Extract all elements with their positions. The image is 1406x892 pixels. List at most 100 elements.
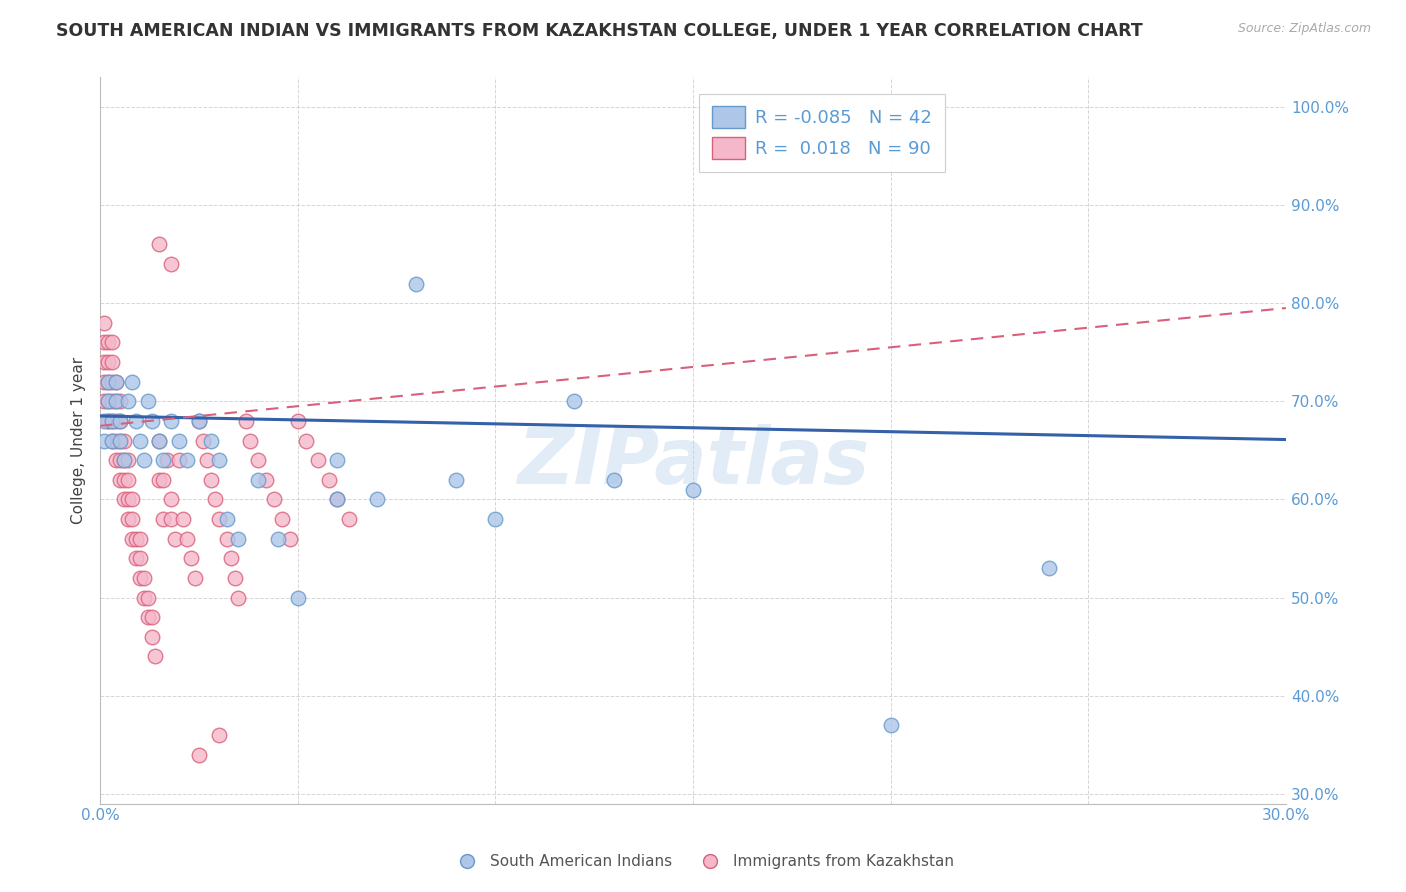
Point: [337, 512, 360, 526]
Point: [152, 453, 174, 467]
Point: [121, 512, 143, 526]
Point: [128, 532, 150, 546]
Point: [141, 414, 163, 428]
Point: [125, 551, 148, 566]
Point: [156, 453, 179, 467]
Legend: South American Indians, Immigrants from Kazakhstan: South American Indians, Immigrants from …: [446, 848, 960, 875]
Point: [132, 591, 155, 605]
Point: [93, 434, 115, 448]
Point: [287, 414, 309, 428]
Point: [121, 375, 143, 389]
Point: [108, 473, 131, 487]
Point: [318, 473, 340, 487]
Point: [128, 434, 150, 448]
Point: [108, 414, 131, 428]
Point: [97, 394, 120, 409]
Point: [128, 551, 150, 566]
Point: [160, 492, 183, 507]
Point: [208, 453, 231, 467]
Point: [326, 453, 349, 467]
Point: [152, 473, 174, 487]
Point: [108, 434, 131, 448]
Point: [219, 551, 242, 566]
Point: [200, 473, 222, 487]
Point: [117, 512, 139, 526]
Point: [117, 453, 139, 467]
Point: [101, 375, 124, 389]
Point: [247, 473, 270, 487]
Point: [294, 434, 316, 448]
Point: [235, 414, 257, 428]
Point: [176, 532, 198, 546]
Legend: R = -0.085   N = 42, R =  0.018   N = 90: R = -0.085 N = 42, R = 0.018 N = 90: [699, 94, 945, 172]
Point: [167, 453, 190, 467]
Point: [160, 257, 183, 271]
Point: [97, 355, 120, 369]
Text: SOUTH AMERICAN INDIAN VS IMMIGRANTS FROM KAZAKHSTAN COLLEGE, UNDER 1 YEAR CORREL: SOUTH AMERICAN INDIAN VS IMMIGRANTS FROM…: [56, 22, 1143, 40]
Point: [141, 630, 163, 644]
Point: [97, 335, 120, 350]
Point: [101, 434, 124, 448]
Point: [132, 453, 155, 467]
Point: [104, 434, 127, 448]
Point: [278, 532, 301, 546]
Point: [307, 453, 329, 467]
Point: [228, 591, 250, 605]
Point: [208, 512, 231, 526]
Point: [247, 453, 270, 467]
Point: [366, 492, 388, 507]
Point: [148, 434, 170, 448]
Point: [101, 355, 124, 369]
Point: [132, 571, 155, 585]
Point: [108, 453, 131, 467]
Point: [148, 237, 170, 252]
Point: [263, 492, 285, 507]
Point: [97, 414, 120, 428]
Point: [112, 473, 135, 487]
Point: [326, 492, 349, 507]
Text: ZIPatlas: ZIPatlas: [517, 425, 869, 500]
Point: [180, 551, 202, 566]
Point: [239, 434, 262, 448]
Point: [125, 414, 148, 428]
Point: [101, 434, 124, 448]
Point: [191, 434, 214, 448]
Point: [208, 728, 231, 742]
Point: [405, 277, 427, 291]
Point: [564, 394, 586, 409]
Point: [267, 532, 290, 546]
Point: [228, 532, 250, 546]
Point: [484, 512, 506, 526]
Point: [603, 473, 626, 487]
Point: [148, 473, 170, 487]
Point: [104, 414, 127, 428]
Point: [104, 394, 127, 409]
Point: [204, 492, 226, 507]
Point: [152, 512, 174, 526]
Point: [101, 414, 124, 428]
Point: [187, 414, 209, 428]
Point: [195, 453, 218, 467]
Point: [136, 591, 159, 605]
Point: [93, 335, 115, 350]
Point: [97, 414, 120, 428]
Point: [145, 649, 167, 664]
Point: [104, 375, 127, 389]
Point: [184, 571, 207, 585]
Point: [121, 492, 143, 507]
Point: [93, 414, 115, 428]
Point: [1038, 561, 1060, 575]
Point: [879, 718, 901, 732]
Point: [108, 434, 131, 448]
Point: [97, 375, 120, 389]
Point: [93, 375, 115, 389]
Point: [108, 414, 131, 428]
Point: [104, 453, 127, 467]
Point: [444, 473, 467, 487]
Point: [128, 571, 150, 585]
Point: [108, 394, 131, 409]
Point: [117, 492, 139, 507]
Point: [215, 512, 238, 526]
Point: [101, 394, 124, 409]
Point: [141, 610, 163, 624]
